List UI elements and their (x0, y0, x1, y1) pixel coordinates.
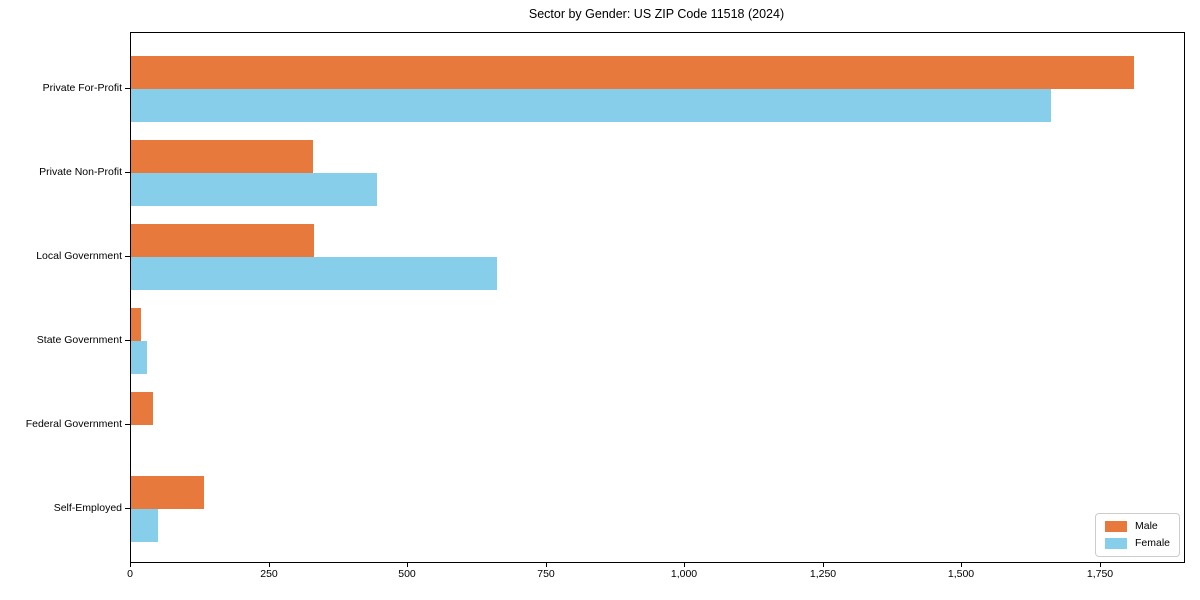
legend-label-female: Female (1134, 537, 1170, 549)
x-axis-tick-label: 1,000 (670, 568, 698, 580)
x-tick-mark (684, 562, 685, 567)
bar-female-state-government (131, 341, 147, 374)
x-tick-mark (823, 562, 824, 567)
bar-female-self-employed (131, 509, 158, 542)
y-tick-mark (125, 508, 130, 509)
x-axis-tick-label: 1,250 (809, 568, 837, 580)
legend-swatch-male (1104, 521, 1127, 532)
bar-male-federal-government (131, 392, 153, 425)
y-tick-mark (125, 424, 130, 425)
x-axis-tick-label: 1,500 (947, 568, 975, 580)
y-axis-label-self-employed: Self-Employed (53, 502, 122, 514)
y-tick-mark (125, 340, 130, 341)
x-tick-mark (407, 562, 408, 567)
bar-female-local-government (131, 257, 497, 290)
bar-male-private-non-profit (131, 140, 313, 173)
y-axis-label-state-government: State Government (36, 334, 122, 346)
legend-item-female: Female (1104, 537, 1170, 549)
bar-male-private-for-profit (131, 56, 1134, 89)
legend-swatch-female (1104, 538, 1127, 549)
chart-title: Sector by Gender: US ZIP Code 11518 (202… (528, 7, 785, 21)
bar-female-private-for-profit (131, 89, 1051, 122)
x-tick-mark (130, 562, 131, 567)
bar-female-private-non-profit (131, 173, 377, 206)
y-axis-label-private-non-profit: Private Non-Profit (39, 166, 122, 178)
plot-area: Male Female (130, 32, 1185, 563)
y-tick-mark (125, 256, 130, 257)
x-tick-mark (961, 562, 962, 567)
x-axis-tick-label: 750 (537, 568, 555, 580)
legend: Male Female (1094, 513, 1180, 557)
x-axis-tick-label: 1,750 (1086, 568, 1114, 580)
legend-item-male: Male (1104, 520, 1170, 532)
bar-male-local-government (131, 224, 314, 257)
y-axis-label-local-government: Local Government (36, 250, 122, 262)
bar-male-state-government (131, 308, 141, 341)
x-tick-mark (546, 562, 547, 567)
y-tick-mark (125, 88, 130, 89)
x-tick-mark (269, 562, 270, 567)
x-axis-tick-label: 500 (398, 568, 416, 580)
x-axis-tick-label: 0 (127, 568, 133, 580)
legend-label-male: Male (1134, 520, 1158, 532)
x-axis-tick-label: 250 (260, 568, 278, 580)
y-axis-label-private-for-profit: Private For-Profit (42, 82, 122, 94)
bar-male-self-employed (131, 476, 204, 509)
y-tick-mark (125, 172, 130, 173)
y-axis-label-federal-government: Federal Government (25, 418, 122, 430)
x-tick-mark (1100, 562, 1101, 567)
